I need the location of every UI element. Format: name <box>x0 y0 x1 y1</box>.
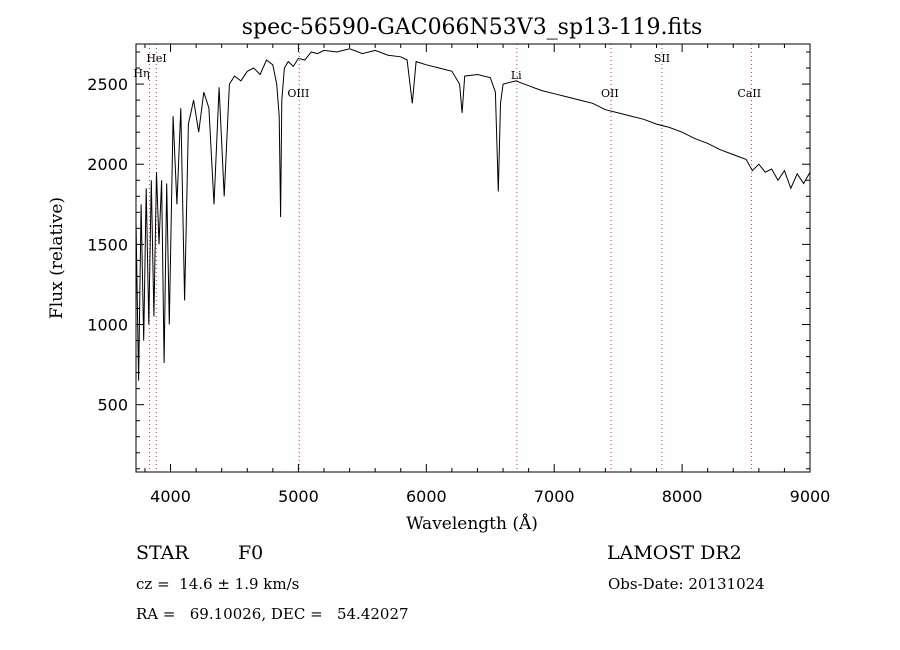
line-label-2: OIII <box>287 87 309 100</box>
spectrum-chart: spec-56590-GAC066N53V3_sp13-119.fits HeI… <box>47 15 830 534</box>
line-label-6: CaII <box>737 87 761 100</box>
line-label-4: OII <box>601 87 619 100</box>
spectrum-line <box>135 48 811 381</box>
y-tick-label-0: 500 <box>97 396 128 415</box>
x-tick-label-0: 4000 <box>150 487 191 506</box>
y-tick-label-3: 2000 <box>87 155 128 174</box>
spectral-subclass: F0 <box>238 542 264 564</box>
survey-name: LAMOST DR2 <box>607 542 742 564</box>
chart-title: spec-56590-GAC066N53V3_sp13-119.fits <box>242 15 703 40</box>
line-label-3: Li <box>511 69 522 82</box>
y-tick-label-1: 1000 <box>87 316 128 335</box>
plot-frame <box>135 43 811 473</box>
y-tick-label-4: 2500 <box>87 75 128 94</box>
y-tick-label-2: 1500 <box>87 235 128 254</box>
observation-date: Obs-Date: 20131024 <box>608 575 765 593</box>
redshift-velocity: cz = 14.6 ± 1.9 km/s <box>136 575 300 593</box>
line-label-0: HeI <box>146 52 166 65</box>
x-tick-label-5: 9000 <box>790 487 831 506</box>
line-label-1: Hη <box>133 67 149 80</box>
sky-coordinates: RA = 69.10026, DEC = 54.42027 <box>136 605 409 623</box>
x-tick-label-3: 7000 <box>534 487 575 506</box>
spectrum-series <box>135 48 811 381</box>
spectral-line-markers: HeI Hη OIII Li OII SII CaII <box>133 44 761 472</box>
x-tick-label-2: 6000 <box>406 487 447 506</box>
axis-ticks: 4000 5000 6000 7000 8000 9000 500 1000 1500 2000 2… <box>87 44 830 506</box>
object-class: STAR <box>136 542 189 564</box>
line-label-5: SII <box>654 52 670 65</box>
x-tick-label-4: 8000 <box>662 487 703 506</box>
x-tick-label-1: 5000 <box>278 487 319 506</box>
x-axis-label: Wavelength (Å) <box>406 513 538 534</box>
y-axis-label: Flux (relative) <box>47 197 67 319</box>
